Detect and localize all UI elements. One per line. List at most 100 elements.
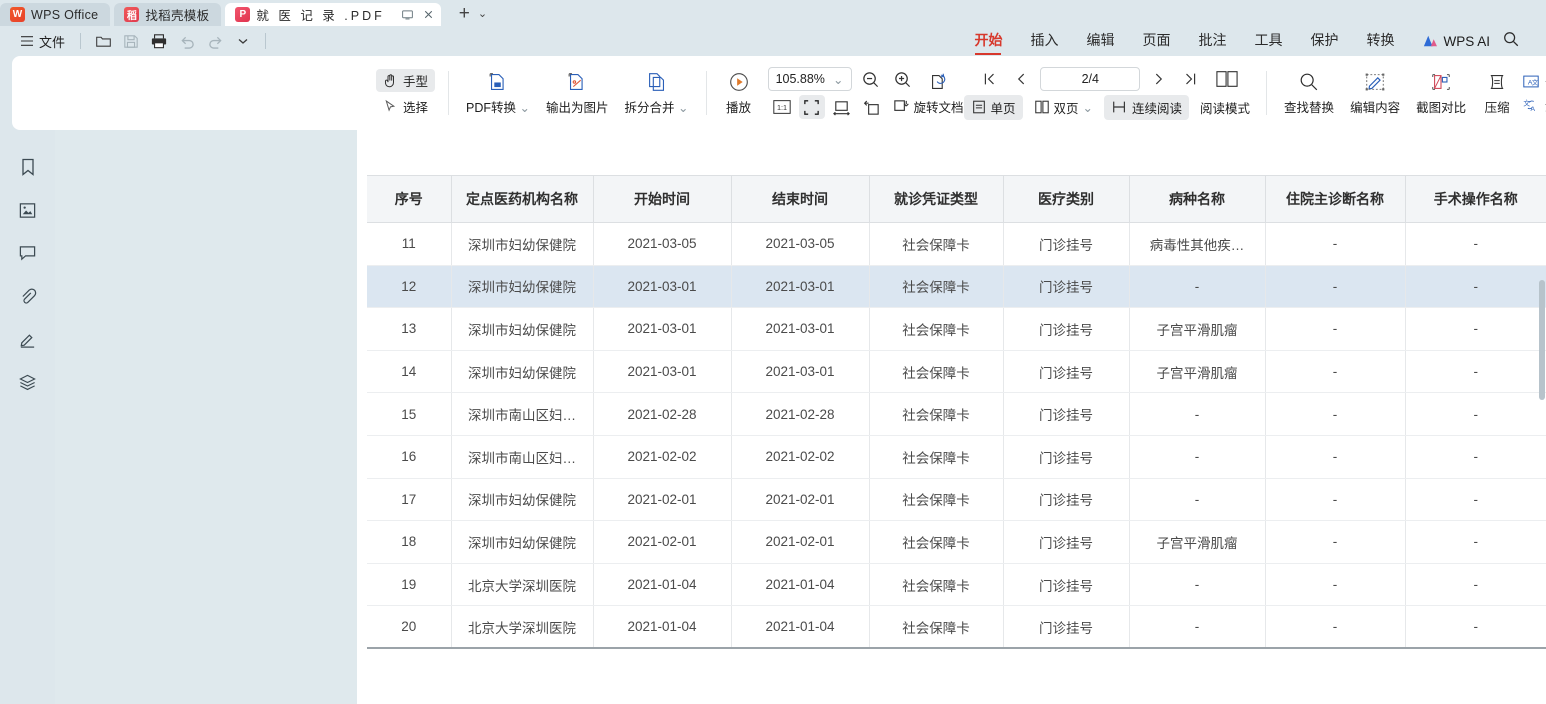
table-row[interactable]: 11 深圳市妇幼保健院 2021-03-05 2021-03-05 社会保障卡 … bbox=[367, 222, 1546, 266]
column-header-operation[interactable]: 手术操作名称 bbox=[1405, 175, 1546, 223]
zoom-level-select[interactable]: 105.88% ⌄ bbox=[767, 67, 852, 91]
full-translate-button[interactable]: A 文 全文翻译 bbox=[1522, 72, 1546, 91]
scrollbar-thumb[interactable] bbox=[1539, 280, 1545, 400]
ribbon-tab-page[interactable]: 页面 bbox=[1142, 32, 1171, 48]
chevron-down-icon[interactable]: ⌄ bbox=[678, 101, 689, 115]
table-row[interactable]: 20 北京大学深圳医院 2021-01-04 2021-01-04 社会保障卡 … bbox=[367, 605, 1546, 650]
column-header-main-diagnosis[interactable]: 住院主诊断名称 bbox=[1265, 175, 1406, 223]
redo-icon[interactable] bbox=[202, 30, 228, 52]
search-icon[interactable] bbox=[1500, 30, 1534, 53]
tab-list-chevron-down-icon[interactable]: ⌄ bbox=[477, 8, 488, 20]
split-merge-button[interactable]: 拆分合并 ⌄ bbox=[617, 68, 697, 118]
cell-end-time: 2021-03-01 bbox=[731, 350, 870, 394]
column-header-start-time[interactable]: 开始时间 bbox=[593, 175, 732, 223]
signature-pen-icon[interactable] bbox=[16, 327, 40, 351]
app-tab-pdf-document[interactable]: P 就 医 记 录 .PDF bbox=[225, 3, 441, 26]
cell-institution: 深圳市妇幼保健院 bbox=[451, 307, 594, 351]
customize-chevron-down-icon[interactable] bbox=[230, 30, 256, 52]
ribbon-tab-annotate[interactable]: 批注 bbox=[1198, 32, 1227, 48]
compress-icon bbox=[1485, 70, 1509, 94]
word-translate-button[interactable]: 文 A 划词翻译 ⌄ bbox=[1522, 96, 1546, 115]
single-page-button[interactable]: 单页 bbox=[963, 94, 1023, 120]
table-row[interactable]: 17 深圳市妇幼保健院 2021-02-01 2021-02-01 社会保障卡 … bbox=[367, 478, 1546, 522]
zoom-out-icon[interactable] bbox=[858, 67, 884, 91]
double-page-button[interactable]: 双页 ⌄ bbox=[1027, 95, 1101, 120]
table-row[interactable]: 16 深圳市南山区妇… 2021-02-02 2021-02-02 社会保障卡 … bbox=[367, 435, 1546, 479]
edit-content-button[interactable]: 编辑内容 bbox=[1342, 68, 1408, 118]
chevron-down-icon[interactable]: ⌄ bbox=[1082, 100, 1094, 115]
ribbon-tab-start[interactable]: 开始 bbox=[960, 27, 1016, 55]
restore-window-icon[interactable] bbox=[401, 8, 414, 21]
table-row[interactable]: 15 深圳市南山区妇… 2021-02-28 2021-02-28 社会保障卡 … bbox=[367, 392, 1546, 436]
cell-seq: 20 bbox=[367, 605, 452, 650]
actual-size-button[interactable]: 1:1 bbox=[769, 95, 795, 119]
ribbon-tab-tools[interactable]: 工具 bbox=[1254, 32, 1283, 48]
first-page-icon[interactable] bbox=[976, 67, 1002, 91]
rotate-left-icon[interactable] bbox=[859, 95, 885, 119]
new-tab-button[interactable]: + bbox=[458, 3, 470, 24]
layers-icon[interactable] bbox=[16, 370, 40, 394]
last-page-icon[interactable] bbox=[1178, 67, 1204, 91]
book-view-icon[interactable] bbox=[1210, 67, 1244, 91]
cell-medical-type: 门诊挂号 bbox=[1003, 478, 1130, 522]
app-tab-label: 找稻壳模板 bbox=[145, 9, 210, 23]
column-header-disease[interactable]: 病种名称 bbox=[1129, 175, 1266, 223]
hand-tool-button[interactable]: 手型 bbox=[376, 68, 436, 92]
close-icon[interactable] bbox=[422, 8, 435, 21]
table-row[interactable]: 13 深圳市妇幼保健院 2021-03-01 2021-03-01 社会保障卡 … bbox=[367, 307, 1546, 351]
read-mode-label: 阅读模式 bbox=[1200, 101, 1251, 116]
chevron-down-icon[interactable]: ⌄ bbox=[519, 101, 530, 115]
comment-icon[interactable] bbox=[16, 241, 40, 265]
cell-seq: 14 bbox=[367, 350, 452, 394]
table-row[interactable]: 12 深圳市妇幼保健院 2021-03-01 2021-03-01 社会保障卡 … bbox=[367, 265, 1546, 309]
next-page-icon[interactable] bbox=[1146, 67, 1172, 91]
page-number-input[interactable]: 2/4 bbox=[1040, 66, 1141, 91]
compress-button[interactable]: 压缩 bbox=[1474, 68, 1520, 118]
column-header-credential[interactable]: 就诊凭证类型 bbox=[869, 175, 1004, 223]
find-replace-button[interactable]: 查找替换 bbox=[1276, 68, 1342, 118]
rotate-right-icon[interactable] bbox=[889, 95, 915, 119]
ribbon-tab-convert[interactable]: 转换 bbox=[1366, 32, 1395, 48]
table-row[interactable]: 18 深圳市妇幼保健院 2021-02-01 2021-02-01 社会保障卡 … bbox=[367, 520, 1546, 564]
table-row[interactable]: 19 北京大学深圳医院 2021-01-04 2021-01-04 社会保障卡 … bbox=[367, 563, 1546, 607]
bookmark-icon[interactable] bbox=[16, 155, 40, 179]
fit-page-icon[interactable] bbox=[798, 95, 825, 119]
app-tab-daoke-template[interactable]: 稻 找稻壳模板 bbox=[114, 3, 222, 26]
save-icon[interactable] bbox=[118, 30, 144, 52]
rotate-document-icon bbox=[927, 70, 951, 94]
undo-icon[interactable] bbox=[174, 30, 200, 52]
prev-page-icon[interactable] bbox=[1008, 67, 1034, 91]
ribbon-tab-edit[interactable]: 编辑 bbox=[1086, 32, 1115, 48]
column-header-end-time[interactable]: 结束时间 bbox=[731, 175, 870, 223]
document-viewport[interactable]: 序号 定点医药机构名称 开始时间 结束时间 就诊凭证类型 医疗类别 病种名称 住… bbox=[55, 130, 1546, 704]
vertical-scrollbar[interactable] bbox=[1538, 130, 1546, 704]
rotate-document-button[interactable]: 旋转文档 bbox=[914, 68, 964, 118]
cell-disease: 病毒性其他疾… bbox=[1129, 222, 1266, 266]
select-tool-button[interactable]: 选择 bbox=[376, 95, 435, 118]
print-icon[interactable] bbox=[146, 30, 172, 52]
zoom-in-icon[interactable] bbox=[890, 67, 916, 91]
table-row[interactable]: 14 深圳市妇幼保健院 2021-03-01 2021-03-01 社会保障卡 … bbox=[367, 350, 1546, 394]
continuous-read-button[interactable]: 连续阅读 bbox=[1104, 94, 1190, 120]
cell-disease: 子宫平滑肌瘤 bbox=[1129, 307, 1266, 351]
ribbon-tab-insert[interactable]: 插入 bbox=[1030, 32, 1059, 48]
wps-ai-icon bbox=[1424, 35, 1438, 47]
screenshot-compare-button[interactable]: 截图对比 bbox=[1408, 68, 1474, 118]
wps-ai-button[interactable]: WPS AI bbox=[1408, 34, 1500, 49]
column-header-seq[interactable]: 序号 bbox=[367, 175, 452, 223]
chevron-down-icon[interactable]: ⌄ bbox=[832, 72, 844, 87]
export-image-button[interactable]: 输出为图片 bbox=[538, 68, 617, 118]
fit-width-icon[interactable] bbox=[829, 95, 855, 119]
open-icon[interactable] bbox=[90, 30, 116, 52]
attachment-icon[interactable] bbox=[16, 284, 40, 308]
column-header-institution[interactable]: 定点医药机构名称 bbox=[451, 175, 594, 223]
thumbnail-icon[interactable] bbox=[16, 198, 40, 222]
play-button[interactable]: 播放 bbox=[716, 68, 762, 118]
screenshot-compare-label: 截图对比 bbox=[1416, 101, 1467, 115]
app-tab-wps-office[interactable]: W WPS Office bbox=[0, 3, 111, 26]
file-menu-button[interactable]: 文件 bbox=[14, 29, 71, 54]
column-header-medical-type[interactable]: 医疗类别 bbox=[1003, 175, 1130, 223]
pdf-convert-button[interactable]: PDF转换 ⌄ bbox=[458, 68, 538, 118]
read-mode-button[interactable]: 阅读模式 bbox=[1193, 95, 1257, 120]
ribbon-tab-protect[interactable]: 保护 bbox=[1310, 32, 1339, 48]
